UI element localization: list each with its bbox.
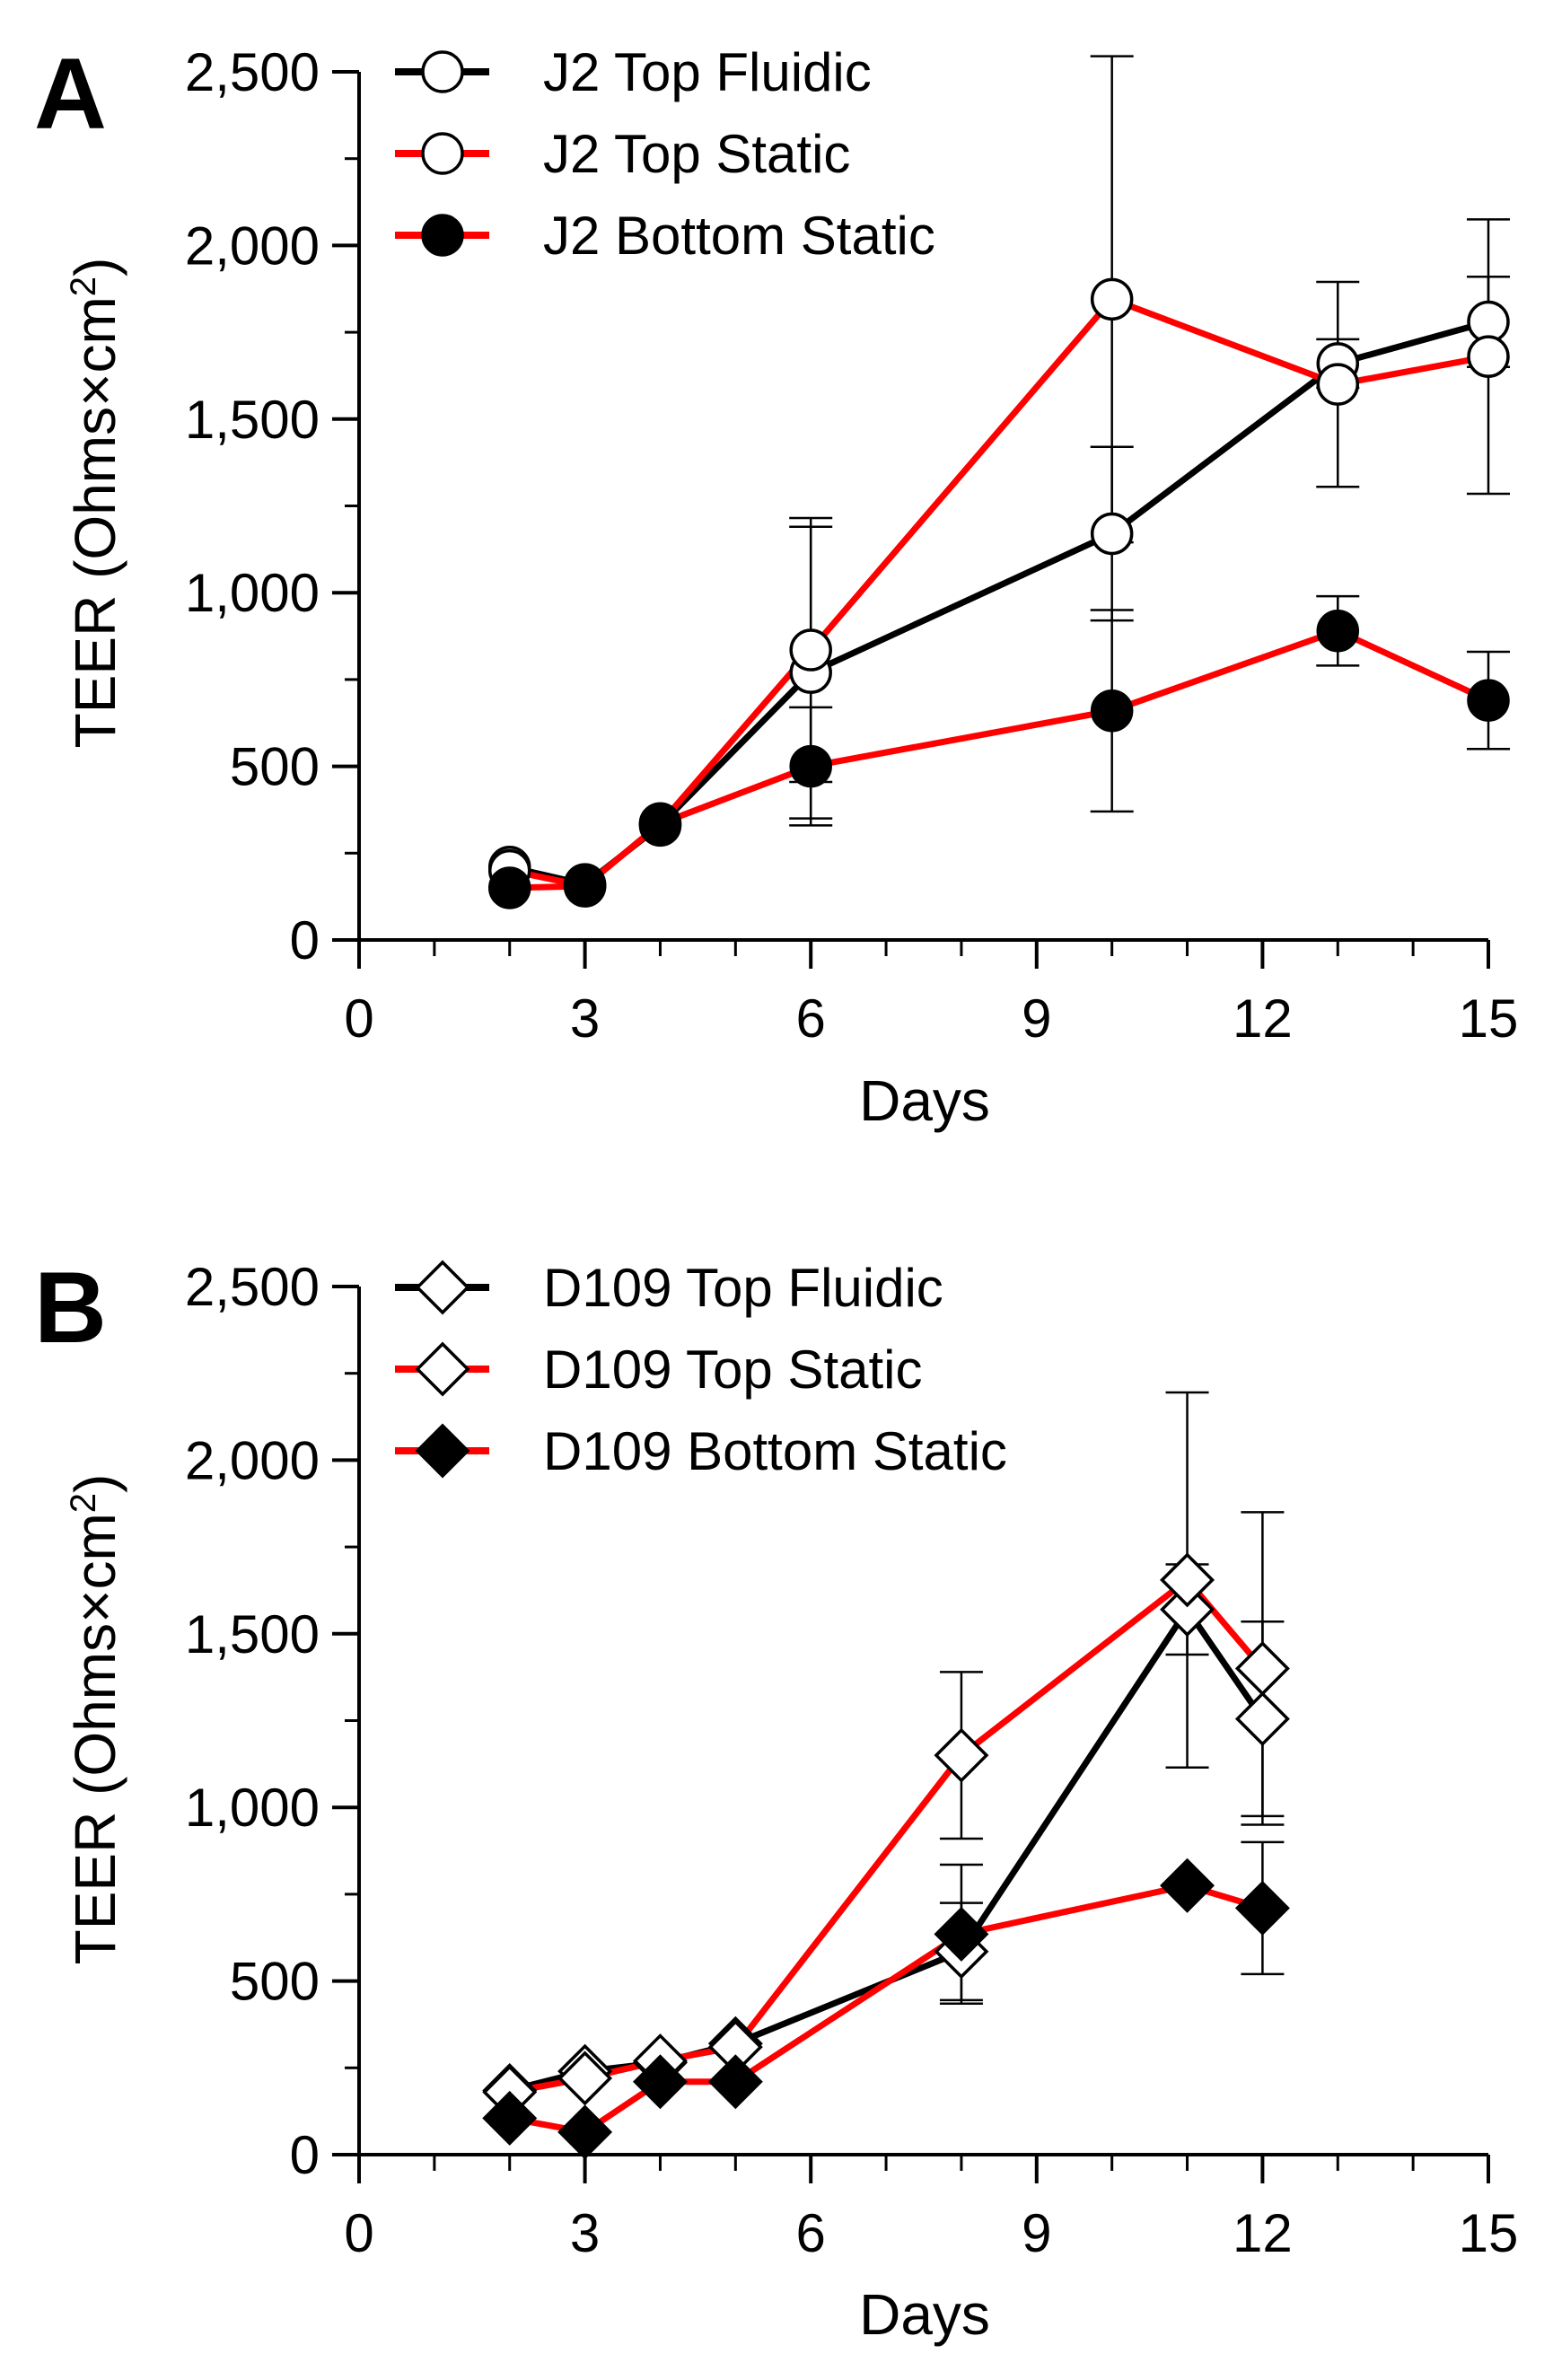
panel-a: A TEER (Ohms×cm2) Days 0 3 6 9 12 15 0 500 1,000… bbox=[34, 38, 1518, 1133]
data-point bbox=[638, 802, 682, 846]
data-point bbox=[789, 744, 832, 788]
series-line-1 bbox=[509, 1576, 1266, 2095]
legend-entry-0: J2 Top Fluidic bbox=[395, 42, 872, 102]
x-axis-title: Days bbox=[859, 2282, 990, 2347]
data-point bbox=[1234, 1691, 1290, 1747]
error-bars bbox=[939, 1391, 1285, 2005]
x-tick-label: 0 bbox=[344, 988, 373, 1049]
y-tick-label: 1,500 bbox=[185, 390, 320, 450]
y-axis-title-close: ) bbox=[63, 258, 127, 277]
y-tick-label: 500 bbox=[230, 1952, 320, 2012]
data-point bbox=[482, 2090, 538, 2146]
legend-label: J2 Top Fluidic bbox=[543, 42, 872, 102]
y-tick-label: 2,500 bbox=[185, 1257, 320, 1317]
y-tick-label: 1,000 bbox=[185, 1778, 320, 1838]
data-point bbox=[934, 1727, 989, 1783]
legend: J2 Top Fluidic J2 Top Static J2 Bottom Sta… bbox=[395, 42, 935, 266]
legend-swatch-marker bbox=[421, 214, 464, 257]
series-line-0 bbox=[508, 319, 1489, 888]
y-axis-title-close: ) bbox=[63, 1474, 127, 1493]
legend-entry-2: J2 Bottom Static bbox=[395, 206, 935, 266]
data-point bbox=[1467, 679, 1510, 722]
data-point bbox=[1316, 609, 1360, 653]
legend-label: J2 Top Static bbox=[543, 124, 850, 184]
data-point bbox=[632, 2054, 688, 2110]
y-axis-title: TEER (Ohms×cm2) bbox=[63, 1474, 127, 1965]
y-tick-label: 1,500 bbox=[185, 1604, 320, 1664]
data-point bbox=[1234, 1880, 1290, 1936]
legend-entry-0: D109 Top Fluidic bbox=[395, 1258, 943, 1318]
legend-swatch-marker bbox=[421, 132, 464, 175]
x-tick-label: 0 bbox=[344, 2203, 373, 2263]
series-lines bbox=[508, 1576, 1266, 2136]
y-tick-label: 2,500 bbox=[185, 42, 320, 102]
markers bbox=[482, 1552, 1290, 2160]
data-point bbox=[1160, 1552, 1215, 1608]
y-tick-label: 2,000 bbox=[185, 1430, 320, 1490]
legend-swatch-marker bbox=[415, 1260, 470, 1315]
legend-entry-2: D109 Bottom Static bbox=[395, 1421, 1007, 1481]
data-point bbox=[1234, 1641, 1290, 1696]
series-line-2 bbox=[509, 1882, 1264, 2136]
axes: 0 3 6 9 12 15 0 500 1,000 1,500 2,000 2,500 bbox=[185, 42, 1519, 1049]
x-tick-label: 9 bbox=[1022, 988, 1051, 1049]
legend-swatch-marker bbox=[415, 1423, 470, 1479]
x-tick-label: 6 bbox=[796, 2203, 826, 2263]
series-layer bbox=[487, 55, 1510, 909]
x-tick-label: 12 bbox=[1233, 2203, 1293, 2263]
svg-text:TEER (Ohms×cm2): TEER (Ohms×cm2) bbox=[63, 1474, 127, 1965]
legend-swatch-marker bbox=[415, 1341, 470, 1397]
data-point bbox=[789, 628, 832, 672]
x-tick-label: 15 bbox=[1459, 988, 1519, 1049]
series-line-2 bbox=[509, 628, 1490, 891]
y-tick-label: 2,000 bbox=[185, 215, 320, 276]
legend-label: D109 Top Fluidic bbox=[543, 1258, 943, 1318]
legend-entry-1: D109 Top Static bbox=[395, 1339, 923, 1400]
y-axis-title-sup: 2 bbox=[64, 277, 103, 296]
data-point bbox=[707, 2054, 763, 2110]
panel-label: B bbox=[34, 1251, 107, 1364]
legend-label: D109 Top Static bbox=[543, 1339, 923, 1400]
panel-b: B TEER (Ohms×cm2) Days 0 3 6 9 12 15 0 500 1,000… bbox=[34, 1251, 1518, 2347]
panel-label: A bbox=[34, 38, 107, 150]
x-tick-label: 3 bbox=[570, 988, 600, 1049]
y-axis-title: TEER (Ohms×cm2) bbox=[63, 258, 127, 749]
data-point bbox=[1160, 1857, 1215, 1913]
data-point bbox=[1090, 689, 1134, 733]
data-point bbox=[557, 2051, 613, 2106]
data-point bbox=[1090, 277, 1134, 321]
x-axis-title: Days bbox=[859, 1068, 990, 1133]
data-point bbox=[934, 1906, 989, 1962]
x-tick-label: 9 bbox=[1022, 2203, 1051, 2263]
legend-label: D109 Bottom Static bbox=[543, 1421, 1007, 1481]
y-tick-label: 0 bbox=[290, 910, 320, 970]
x-tick-label: 15 bbox=[1459, 2203, 1519, 2263]
x-tick-label: 12 bbox=[1233, 988, 1293, 1049]
data-point bbox=[557, 2104, 613, 2160]
legend-swatch-marker bbox=[421, 50, 464, 93]
y-axis-title-main: TEER (Ohms×cm bbox=[63, 1513, 127, 1964]
legend-label: J2 Bottom Static bbox=[543, 206, 935, 266]
y-axis-title-main: TEER (Ohms×cm bbox=[63, 296, 127, 748]
data-point bbox=[1316, 363, 1360, 406]
y-tick-label: 1,000 bbox=[185, 563, 320, 623]
x-tick-label: 3 bbox=[570, 2203, 600, 2263]
y-tick-label: 500 bbox=[230, 737, 320, 797]
x-tick-label: 6 bbox=[796, 988, 826, 1049]
axes: 0 3 6 9 12 15 0 500 1,000 1,500 2,000 2,500 bbox=[185, 1257, 1519, 2263]
legend-entry-1: J2 Top Static bbox=[395, 124, 850, 184]
y-axis-title-sup: 2 bbox=[64, 1493, 103, 1513]
series-layer bbox=[482, 1391, 1290, 2160]
legend: D109 Top Fluidic D109 Top Static D109 Bott… bbox=[395, 1258, 1007, 1481]
error-bars bbox=[789, 55, 1510, 827]
data-point bbox=[487, 866, 531, 909]
y-tick-label: 0 bbox=[290, 2125, 320, 2185]
svg-text:TEER (Ohms×cm2): TEER (Ohms×cm2) bbox=[63, 258, 127, 749]
data-point bbox=[1467, 335, 1510, 378]
markers bbox=[487, 277, 1510, 909]
data-point bbox=[1160, 1582, 1215, 1638]
data-point bbox=[1090, 512, 1134, 556]
data-point bbox=[563, 865, 607, 908]
